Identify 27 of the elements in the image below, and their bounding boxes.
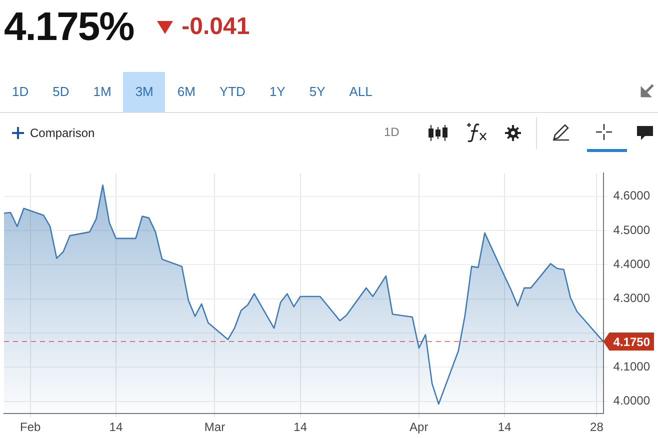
text: 5Y [308, 83, 326, 101]
text: 1D [11, 83, 30, 101]
text: 6M [176, 83, 196, 101]
y-tick-label: 4.1000 [613, 359, 650, 374]
x-tick-label: Apr [410, 420, 428, 434]
x-tick-label: 28 [590, 420, 604, 434]
chart-title: 4.175% [4, 4, 134, 50]
y-tick-label: 4.3000 [613, 291, 650, 306]
x-tick-label: 14 [109, 420, 123, 434]
ref-line-label: 4.1750 [613, 334, 650, 349]
text: 1D [384, 125, 400, 139]
chart-subtitle: -0.041 [182, 13, 250, 41]
y-tick-label: 4.0000 [613, 394, 650, 408]
x-tick-label: Mar [204, 420, 226, 434]
text: 1M [92, 83, 112, 101]
x-tick-label: 14 [294, 420, 308, 434]
y-tick-label: 4.6000 [613, 188, 650, 203]
y-tick-label: 4.4000 [613, 257, 650, 272]
text: Comparison [30, 126, 95, 140]
y-tick-label: 4.5000 [613, 222, 650, 237]
x-tick-label: 14 [498, 420, 512, 434]
text: ALL [348, 83, 374, 101]
text: 5D [52, 83, 70, 101]
text: 1Y [268, 83, 286, 101]
x-tick-label: Feb [20, 420, 42, 434]
text: 3M [123, 72, 166, 112]
text: YTD [218, 83, 246, 101]
